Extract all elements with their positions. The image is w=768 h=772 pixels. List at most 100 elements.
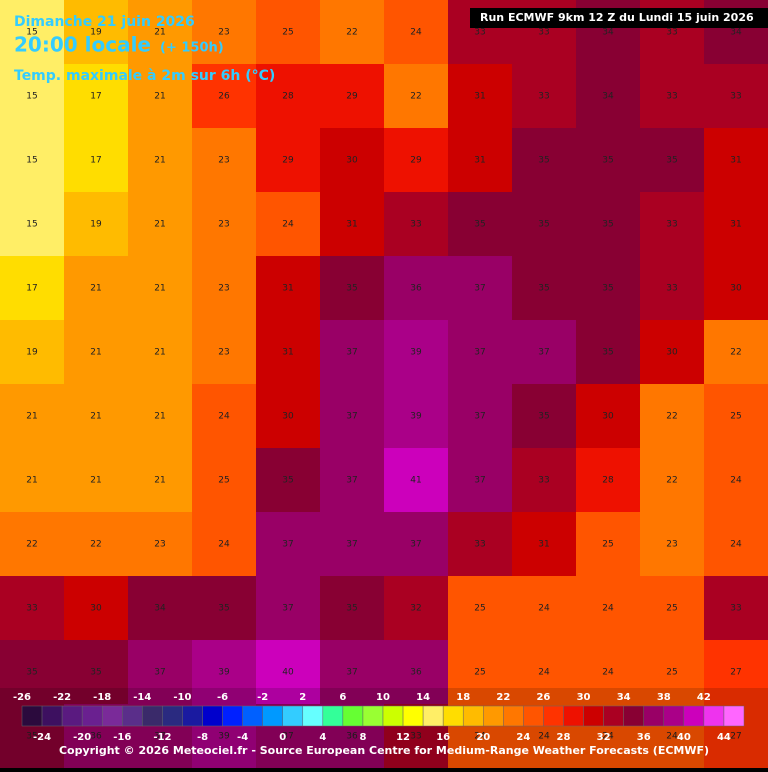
temp-cell <box>0 512 65 577</box>
colorbar-label: -20 <box>73 732 91 743</box>
temp-label: 37 <box>474 476 485 486</box>
colorbar-label: -22 <box>53 692 71 703</box>
temp-cell <box>64 448 129 513</box>
temp-label: 22 <box>666 476 677 486</box>
temp-label: 15 <box>26 92 37 102</box>
temp-label: 35 <box>218 604 229 614</box>
colorbar-label: -14 <box>133 692 151 703</box>
colorbar-label: 0 <box>279 732 286 743</box>
temp-cell <box>640 384 705 449</box>
temp-label: 36 <box>90 732 102 742</box>
temp-cell <box>512 512 577 577</box>
temp-label: 36 <box>410 284 422 294</box>
colorbar-swatch <box>623 705 644 727</box>
temp-cell <box>512 256 577 321</box>
temp-cell <box>576 576 641 641</box>
temp-cell <box>576 128 641 193</box>
temp-cell <box>576 256 641 321</box>
temp-cell <box>384 512 449 577</box>
temp-cell <box>640 256 705 321</box>
temp-label: 15 <box>26 156 37 166</box>
temp-cell <box>704 256 768 321</box>
temp-cell <box>704 64 768 129</box>
temp-label: 17 <box>90 156 101 166</box>
temp-label: 35 <box>602 156 613 166</box>
temp-label: 35 <box>538 412 549 422</box>
temp-label: 24 <box>538 732 550 742</box>
colorbar-swatch <box>703 705 725 727</box>
colorbar-swatch <box>402 705 424 727</box>
temp-cell <box>192 0 257 65</box>
temp-label: 25 <box>730 412 741 422</box>
colorbar-label: 12 <box>396 732 410 743</box>
colorbar-swatch <box>61 705 83 727</box>
temp-cell <box>320 256 385 321</box>
temp-cell <box>704 448 768 513</box>
temp-label: 17 <box>26 284 37 294</box>
colorbar-label: 16 <box>436 732 450 743</box>
temp-label: 21 <box>26 476 37 486</box>
temp-label: 33 <box>730 92 741 102</box>
colorbar-swatch <box>523 705 544 727</box>
temp-cell <box>576 640 641 705</box>
colorbar-label: 44 <box>717 732 731 743</box>
temp-cell <box>640 320 705 385</box>
temp-cell <box>640 448 705 513</box>
temp-cell <box>704 640 768 705</box>
temp-cell <box>640 640 705 705</box>
temp-label: 23 <box>154 540 165 550</box>
temp-cell <box>128 640 193 705</box>
colorbar-label: 24 <box>516 732 530 743</box>
temp-label: 35 <box>474 220 485 230</box>
colorbar-swatch <box>342 705 364 727</box>
temp-label: 33 <box>666 284 677 294</box>
temp-label: 21 <box>154 28 165 38</box>
temp-label: 21 <box>26 412 37 422</box>
temp-cell <box>192 128 257 193</box>
temp-label: 31 <box>474 92 485 102</box>
colorbar-label: 10 <box>376 692 390 703</box>
temp-label: 29 <box>282 156 294 166</box>
temp-label: 24 <box>282 220 294 230</box>
colorbar-swatch <box>483 705 504 727</box>
colorbar: -26-24-22-20-18-16-14-12-10-8-6-4-202468… <box>0 688 768 768</box>
temp-label: 24 <box>218 540 230 550</box>
temp-cell <box>640 192 705 257</box>
temp-label: 37 <box>282 732 293 742</box>
copyright: Copyright © 2026 Meteociel.fr - Source E… <box>59 744 709 757</box>
temp-label: 35 <box>602 348 613 358</box>
temp-label: 25 <box>666 604 677 614</box>
temp-cell <box>512 128 577 193</box>
temp-cell <box>448 64 513 129</box>
temp-cell <box>384 320 449 385</box>
temp-cell <box>256 256 321 321</box>
temp-cell <box>384 448 449 513</box>
temp-cell <box>576 512 641 577</box>
temp-label: 34 <box>730 28 742 38</box>
temp-label: 23 <box>218 156 229 166</box>
temp-label: 27 <box>730 668 741 678</box>
colorbar-label: 32 <box>597 732 611 743</box>
temp-cell <box>448 192 513 257</box>
temp-label: 33 <box>474 28 485 38</box>
lead-time: (+ 150h) <box>160 41 224 56</box>
temp-label: 29 <box>346 92 358 102</box>
temp-cell <box>512 448 577 513</box>
temp-label: 33 <box>26 604 37 614</box>
temp-label: 25 <box>474 668 485 678</box>
temp-cell <box>640 128 705 193</box>
temp-cell <box>320 512 385 577</box>
temp-cell <box>64 256 129 321</box>
temp-cell <box>448 128 513 193</box>
temp-label: 25 <box>282 28 293 38</box>
temp-label: 22 <box>26 540 37 550</box>
temp-cell <box>640 512 705 577</box>
temp-label: 21 <box>154 348 165 358</box>
temp-label: 39 <box>410 412 422 422</box>
temp-cell <box>128 64 193 129</box>
colorbar-swatch <box>162 705 183 727</box>
temp-cell <box>512 64 577 129</box>
temp-label: 21 <box>154 476 165 486</box>
temp-label: 24 <box>666 732 678 742</box>
